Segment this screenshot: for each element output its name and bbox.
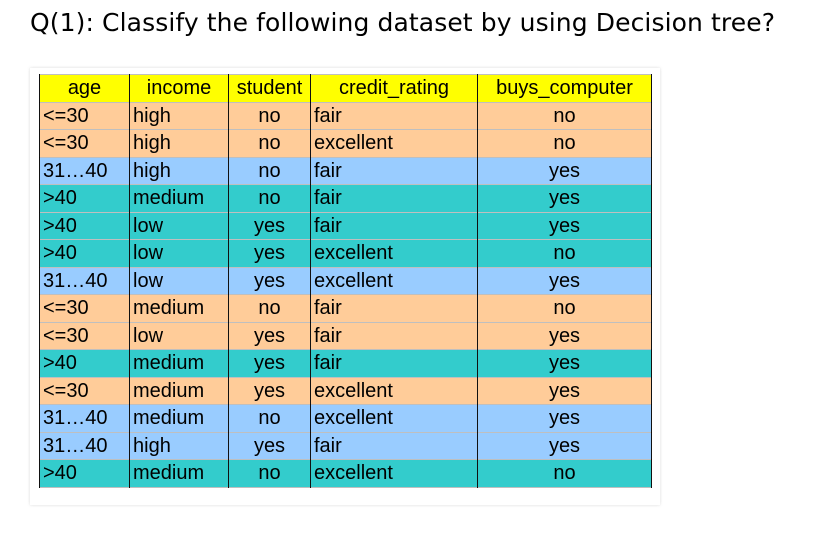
cell-age: <=30 <box>39 129 130 158</box>
cell-income: medium <box>129 349 229 378</box>
cell-credit-rating: fair <box>310 294 478 323</box>
cell-buys-computer: yes <box>477 349 652 378</box>
cell-student: yes <box>228 349 311 378</box>
cell-credit-rating: excellent <box>310 239 478 268</box>
cell-student: yes <box>228 321 311 350</box>
table-row: >40 low yes fair yes <box>39 211 652 240</box>
cell-buys-computer: no <box>477 459 652 488</box>
cell-student: no <box>228 129 311 158</box>
cell-age: 31…40 <box>39 266 130 295</box>
cell-age: <=30 <box>39 321 130 350</box>
cell-student: yes <box>228 266 311 295</box>
cell-age: 31…40 <box>39 156 130 185</box>
table-row: 31…40 high no fair yes <box>39 156 652 185</box>
cell-income: low <box>129 266 229 295</box>
cell-income: high <box>129 129 229 158</box>
cell-buys-computer: yes <box>477 404 652 433</box>
cell-credit-rating: fair <box>310 321 478 350</box>
cell-buys-computer: yes <box>477 156 652 185</box>
cell-age: 31…40 <box>39 404 130 433</box>
cell-income: medium <box>129 294 229 323</box>
cell-income: medium <box>129 459 229 488</box>
table-row: 31…40 high yes fair yes <box>39 431 652 460</box>
cell-student: no <box>228 156 311 185</box>
cell-buys-computer: yes <box>477 184 652 213</box>
cell-age: 31…40 <box>39 431 130 460</box>
cell-student: yes <box>228 211 311 240</box>
cell-income: high <box>129 101 229 130</box>
cell-credit-rating: fair <box>310 431 478 460</box>
table-row: 31…40 low yes excellent yes <box>39 266 652 295</box>
cell-income: high <box>129 431 229 460</box>
cell-student: no <box>228 404 311 433</box>
cell-buys-computer: no <box>477 129 652 158</box>
cell-income: low <box>129 239 229 268</box>
table-row: >40 medium no fair yes <box>39 184 652 213</box>
cell-age: >40 <box>39 211 130 240</box>
cell-student: no <box>228 459 311 488</box>
dataset-table: age income student credit_rating buys_co… <box>39 74 652 488</box>
table-body: <=30 high no fair no <=30 high no excellent no 31…… <box>39 101 652 488</box>
header-credit-rating: credit_rating <box>310 74 478 103</box>
cell-student: yes <box>228 431 311 460</box>
table-row: >40 low yes excellent no <box>39 239 652 268</box>
table-row: <=30 medium no fair no <box>39 294 652 323</box>
question-title: Q(1): Classify the following dataset by … <box>30 8 776 37</box>
table-row: >40 medium yes fair yes <box>39 349 652 378</box>
cell-credit-rating: fair <box>310 184 478 213</box>
table-row: 31…40 medium no excellent yes <box>39 404 652 433</box>
header-student: student <box>228 74 311 103</box>
cell-age: <=30 <box>39 376 130 405</box>
cell-credit-rating: excellent <box>310 129 478 158</box>
cell-credit-rating: fair <box>310 349 478 378</box>
cell-student: yes <box>228 239 311 268</box>
cell-student: no <box>228 294 311 323</box>
cell-credit-rating: fair <box>310 156 478 185</box>
table-header-row: age income student credit_rating buys_co… <box>39 74 652 103</box>
header-age: age <box>39 74 130 103</box>
cell-credit-rating: fair <box>310 101 478 130</box>
cell-buys-computer: yes <box>477 266 652 295</box>
cell-age: >40 <box>39 239 130 268</box>
cell-income: medium <box>129 184 229 213</box>
cell-student: no <box>228 101 311 130</box>
cell-buys-computer: yes <box>477 376 652 405</box>
cell-credit-rating: excellent <box>310 459 478 488</box>
cell-age: <=30 <box>39 101 130 130</box>
cell-buys-computer: yes <box>477 211 652 240</box>
cell-credit-rating: excellent <box>310 266 478 295</box>
cell-age: >40 <box>39 459 130 488</box>
table-row: >40 medium no excellent no <box>39 459 652 488</box>
header-buys-computer: buys_computer <box>477 74 652 103</box>
cell-buys-computer: no <box>477 239 652 268</box>
cell-student: yes <box>228 376 311 405</box>
cell-credit-rating: excellent <box>310 376 478 405</box>
cell-age: >40 <box>39 349 130 378</box>
table-row: <=30 high no fair no <box>39 101 652 130</box>
cell-credit-rating: fair <box>310 211 478 240</box>
cell-credit-rating: excellent <box>310 404 478 433</box>
cell-income: low <box>129 211 229 240</box>
cell-age: >40 <box>39 184 130 213</box>
cell-age: <=30 <box>39 294 130 323</box>
cell-buys-computer: yes <box>477 321 652 350</box>
table-row: <=30 medium yes excellent yes <box>39 376 652 405</box>
cell-income: low <box>129 321 229 350</box>
cell-income: medium <box>129 404 229 433</box>
cell-buys-computer: no <box>477 101 652 130</box>
dataset-table-panel: age income student credit_rating buys_co… <box>30 68 660 505</box>
cell-student: no <box>228 184 311 213</box>
cell-buys-computer: no <box>477 294 652 323</box>
header-income: income <box>129 74 229 103</box>
cell-buys-computer: yes <box>477 431 652 460</box>
cell-income: high <box>129 156 229 185</box>
table-row: <=30 low yes fair yes <box>39 321 652 350</box>
cell-income: medium <box>129 376 229 405</box>
table-row: <=30 high no excellent no <box>39 129 652 158</box>
